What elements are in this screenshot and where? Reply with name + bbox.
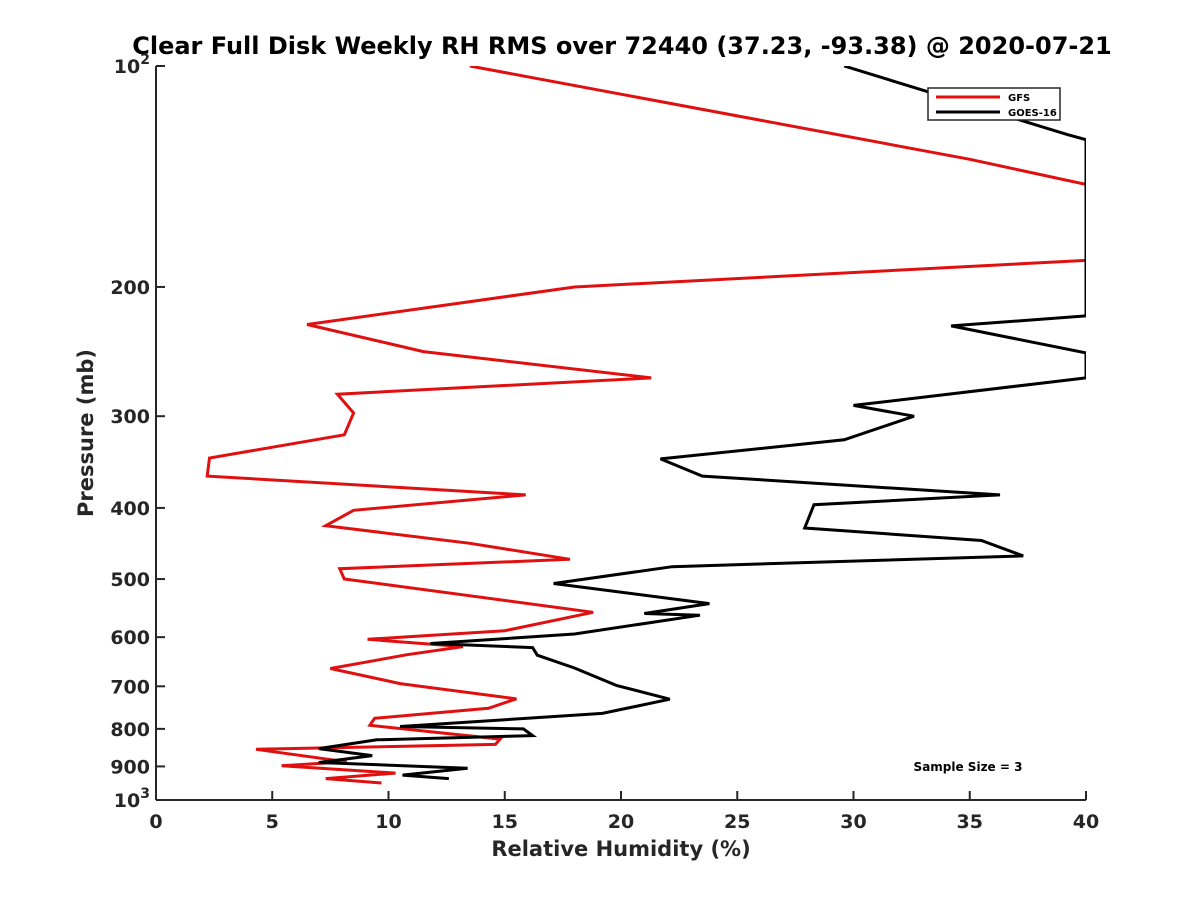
y-tick-label: 500	[110, 569, 150, 591]
y-tick-label: 600	[110, 627, 150, 649]
y-tick-label: 800	[110, 719, 150, 741]
legend-box	[927, 87, 1061, 121]
y-tick-label: 300	[110, 406, 150, 428]
y-axis-label: Pressure (mb)	[74, 349, 98, 517]
axes: 0 5 10 15 20 25 30 35 40 102 200 300 400 500 600 700 800…	[110, 52, 1099, 833]
y-tick-label: 103	[114, 786, 150, 812]
x-tick-label: 35	[957, 811, 983, 833]
legend-label: GFS	[1008, 93, 1030, 104]
sample-size-annotation: Sample Size = 3	[914, 760, 1023, 774]
y-tick-label: 400	[110, 498, 150, 520]
y-tick-label: 200	[110, 277, 150, 299]
chart-title: Clear Full Disk Weekly RH RMS over 72440…	[132, 32, 1112, 60]
x-tick-label: 30	[840, 811, 866, 833]
y-tick-label: 700	[110, 676, 150, 698]
y-tick-label: 102	[114, 52, 150, 78]
plot-area	[205, 66, 1086, 785]
series-line-goes-16	[318, 66, 1086, 781]
x-tick-label: 40	[1073, 811, 1099, 833]
x-tick-label: 0	[149, 811, 162, 833]
x-tick-label: 25	[724, 811, 750, 833]
x-tick-label: 20	[608, 811, 634, 833]
y-tick-label: 900	[110, 756, 150, 778]
series-line-gfs	[205, 66, 1086, 785]
legend-label: GOES-16	[1008, 108, 1057, 119]
x-tick-label: 5	[266, 811, 279, 833]
x-axis-label: Relative Humidity (%)	[491, 837, 750, 861]
x-tick-label: 15	[492, 811, 518, 833]
x-tick-label: 10	[375, 811, 401, 833]
legend: GFS GOES-16	[927, 87, 1061, 121]
